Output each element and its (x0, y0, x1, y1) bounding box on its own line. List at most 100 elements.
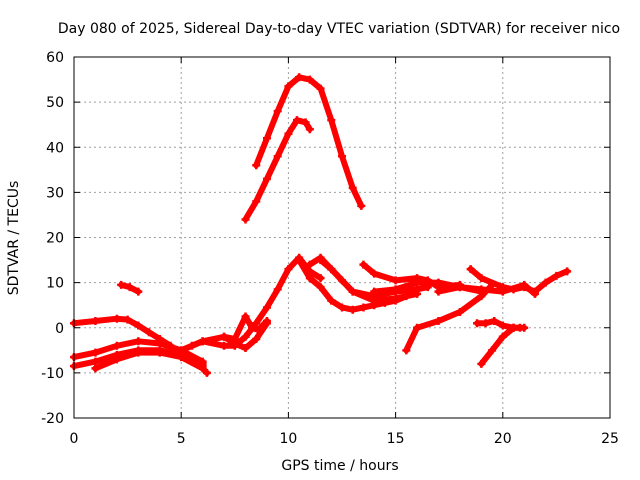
data-point (338, 303, 346, 312)
data-point (295, 73, 304, 82)
data-point (177, 353, 186, 362)
data-point (134, 337, 143, 346)
data-point (202, 368, 211, 377)
data-point (357, 201, 366, 210)
data-point (91, 316, 100, 325)
data-point (252, 197, 261, 206)
x-tick-label: 0 (70, 431, 79, 447)
data-point (187, 341, 196, 350)
axis-ticks: 0 5 10 15 20 25 -20 -10 0 10 20 30 40 50 60 (41, 50, 619, 447)
y-tick-label: 60 (46, 50, 64, 66)
data-point (477, 359, 486, 368)
data-point (91, 348, 100, 357)
data-point (327, 296, 336, 305)
data-point (112, 355, 121, 364)
data-point (134, 321, 143, 330)
data-point (466, 265, 475, 274)
y-tick-label: 10 (46, 276, 64, 292)
data-point (284, 82, 293, 91)
data-point (563, 267, 572, 276)
x-tick-label: 25 (601, 431, 619, 447)
data-point (455, 283, 464, 292)
data-point (305, 75, 314, 84)
data-point (230, 341, 239, 350)
data-point (552, 271, 561, 280)
data-point (481, 319, 490, 328)
data-point (301, 118, 310, 127)
data-point (177, 346, 186, 355)
data-point (359, 303, 368, 312)
data-point (413, 323, 422, 332)
data-point (284, 129, 293, 138)
data-point (477, 274, 486, 283)
grid-lines (74, 57, 610, 418)
x-axis-label: GPS time / hours (281, 458, 398, 474)
data-point (488, 346, 497, 355)
data-point (498, 321, 507, 330)
data-point (112, 341, 121, 350)
data-point (230, 335, 239, 344)
data-point (391, 294, 400, 303)
data-point (434, 316, 443, 325)
data-point (348, 183, 357, 192)
y-tick-label: 0 (55, 321, 64, 337)
data-point (316, 274, 325, 283)
data-point (117, 280, 126, 289)
data-point (262, 174, 271, 183)
y-tick-label: -10 (41, 366, 64, 382)
data-point (145, 328, 154, 337)
y-tick-label: 20 (46, 231, 64, 247)
data-point (473, 319, 482, 328)
x-tick-label: 10 (279, 431, 297, 447)
data-point (305, 260, 314, 269)
data-point (434, 287, 443, 296)
data-point (123, 315, 132, 324)
data-point (391, 285, 400, 294)
data-point (370, 269, 379, 278)
data-point (252, 335, 261, 344)
data-point (241, 344, 250, 353)
data-point (241, 312, 250, 321)
data-point (241, 332, 250, 341)
y-axis-label: SDTVAR / TECUs (6, 181, 22, 296)
data-point (359, 260, 368, 269)
y-tick-label: -20 (41, 411, 64, 427)
data-point (305, 274, 314, 283)
data-point (262, 134, 271, 143)
data-point (541, 278, 550, 287)
data-point (262, 316, 271, 325)
data-point (370, 287, 379, 296)
data-point (490, 316, 499, 325)
chart-title: Day 080 of 2025, Sidereal Day-to-day VTE… (58, 21, 620, 37)
data-point (220, 341, 229, 350)
data-point (198, 357, 207, 366)
y-tick-label: 30 (46, 185, 64, 201)
data-point (477, 292, 486, 301)
y-tick-label: 50 (46, 95, 64, 111)
data-series (70, 73, 572, 377)
data-point (316, 283, 325, 292)
data-point (220, 332, 229, 341)
series-arc-16 (403, 281, 496, 354)
data-point (338, 152, 346, 161)
series-arc-10 (253, 74, 365, 209)
data-point (262, 303, 271, 312)
data-point (91, 364, 100, 373)
data-point (284, 265, 293, 274)
data-point (295, 256, 304, 265)
data-point (402, 346, 411, 355)
series-arc-7 (188, 254, 324, 349)
data-point (498, 332, 507, 341)
data-point (316, 256, 325, 265)
data-point (413, 285, 422, 294)
series-arc-20 (478, 324, 523, 367)
data-point (515, 323, 524, 332)
x-tick-label: 15 (387, 431, 405, 447)
data-point (348, 305, 357, 314)
data-point (348, 287, 357, 296)
data-point (477, 285, 486, 294)
data-point (292, 116, 301, 125)
data-point (252, 319, 261, 328)
y-tick-label: 40 (46, 140, 64, 156)
